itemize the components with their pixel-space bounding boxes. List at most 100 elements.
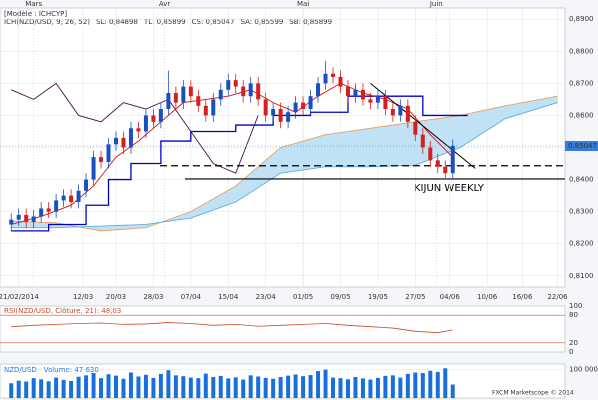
volume-bar	[211, 377, 216, 398]
volume-bar	[345, 379, 350, 398]
rsi-title: RSI(NZD/USD, Clôture, 21): 48,03	[4, 307, 121, 315]
candle-body	[196, 96, 201, 106]
candle-body	[286, 112, 291, 122]
candle-body	[151, 115, 156, 122]
candle-body	[233, 80, 238, 87]
volume-bar	[353, 377, 358, 398]
volume-bar	[331, 377, 336, 398]
candle-body	[46, 208, 51, 212]
candle-body	[39, 208, 44, 217]
volume-bar	[173, 375, 178, 398]
x-tick-label: 23/04	[256, 293, 277, 301]
candle-body	[375, 96, 380, 103]
volume-bar	[375, 377, 380, 398]
volume-bar	[69, 381, 74, 398]
volume-bar	[323, 369, 328, 398]
candle-body	[128, 128, 133, 148]
volume-bar	[46, 381, 51, 398]
x-tick-label: 21/02/2014	[0, 293, 39, 301]
candle-body	[173, 92, 178, 103]
volume-bar	[54, 377, 59, 398]
x-tick-label: 20/03	[106, 293, 126, 301]
volume-bar	[248, 375, 253, 398]
volume-bar	[405, 373, 410, 398]
candle-body	[166, 92, 171, 110]
candle-body	[353, 89, 358, 97]
volume-bar	[286, 375, 291, 398]
rsi-tick-label: 80	[569, 311, 578, 319]
volume-bar	[428, 370, 433, 398]
x-tick-label: 19/05	[368, 293, 388, 301]
rsi-line	[11, 322, 453, 334]
candle-body	[24, 214, 29, 222]
candle-body	[338, 76, 343, 87]
candle-body	[443, 166, 448, 174]
volume-bar	[61, 379, 66, 398]
volume-bar	[383, 375, 388, 398]
legend-item: ICH(NZD/USD, 9, 26, 52)	[4, 18, 90, 26]
volume-bar	[398, 377, 403, 398]
volume-bar	[263, 377, 268, 398]
candle-body	[84, 179, 89, 191]
volume-bar	[99, 378, 104, 398]
volume-bar	[121, 378, 126, 398]
volume-bar	[106, 374, 111, 398]
last-price-label: 0,85047	[568, 142, 597, 150]
volume-bar	[338, 378, 343, 398]
volume-bar	[420, 373, 425, 398]
x-tick-label: 10/06	[477, 293, 498, 301]
volume-bar	[443, 368, 448, 398]
candle-body	[16, 214, 21, 220]
candle-body	[136, 128, 141, 132]
month-label: Juin	[429, 0, 443, 8]
volume-bar	[203, 373, 208, 398]
candle-body	[316, 83, 321, 97]
volume-bar	[39, 379, 44, 398]
legend-item: SL: 0,84898	[96, 18, 138, 26]
x-tick-label: 15/04	[218, 293, 239, 301]
candle-body	[293, 102, 298, 113]
legend-item: CS: 0,85047	[192, 18, 235, 26]
candle-body	[9, 219, 14, 225]
x-tick-label: 07/04	[181, 293, 202, 301]
candle-body	[368, 99, 373, 103]
candle-body	[308, 96, 313, 110]
candle-body	[428, 147, 433, 161]
candle-body	[360, 89, 365, 100]
volume-bar	[256, 376, 261, 398]
x-tick-label: 27/05	[405, 293, 425, 301]
volume-bar	[316, 371, 321, 398]
candle-body	[450, 145, 455, 174]
cloud	[11, 96, 558, 231]
x-tick-label: 22/06	[547, 293, 568, 301]
y-tick-label: 0,8300	[569, 208, 594, 216]
candle-body	[413, 121, 418, 135]
trendline	[370, 82, 476, 169]
candle-body	[263, 99, 268, 116]
legend-item: SA: 0,85599	[241, 18, 284, 26]
candle-body	[248, 83, 253, 97]
footer: FXCM Marketscope © 2014	[492, 390, 574, 397]
volume-title: NZD/USD - Volume: 47 630	[4, 366, 99, 374]
volume-bar	[233, 377, 238, 398]
candle-body	[398, 105, 403, 116]
candle-body	[211, 99, 216, 116]
volume-bar	[151, 377, 156, 398]
volume-bar	[31, 378, 36, 398]
volume-bar	[84, 375, 89, 398]
candle-body	[143, 115, 148, 132]
candle-body	[31, 216, 36, 222]
volume-bar	[271, 378, 276, 398]
candle-body	[435, 160, 440, 167]
candle-body	[91, 157, 96, 180]
rsi-tick-label: 0	[569, 348, 573, 356]
volume-bar	[76, 376, 81, 398]
volume-bar	[278, 377, 283, 398]
rsi-tick-label: 20	[569, 339, 578, 347]
candle-body	[121, 137, 126, 148]
candle-body	[345, 86, 350, 97]
volume-bar	[413, 372, 418, 398]
volume-bar	[181, 376, 186, 398]
candle-body	[203, 105, 208, 116]
